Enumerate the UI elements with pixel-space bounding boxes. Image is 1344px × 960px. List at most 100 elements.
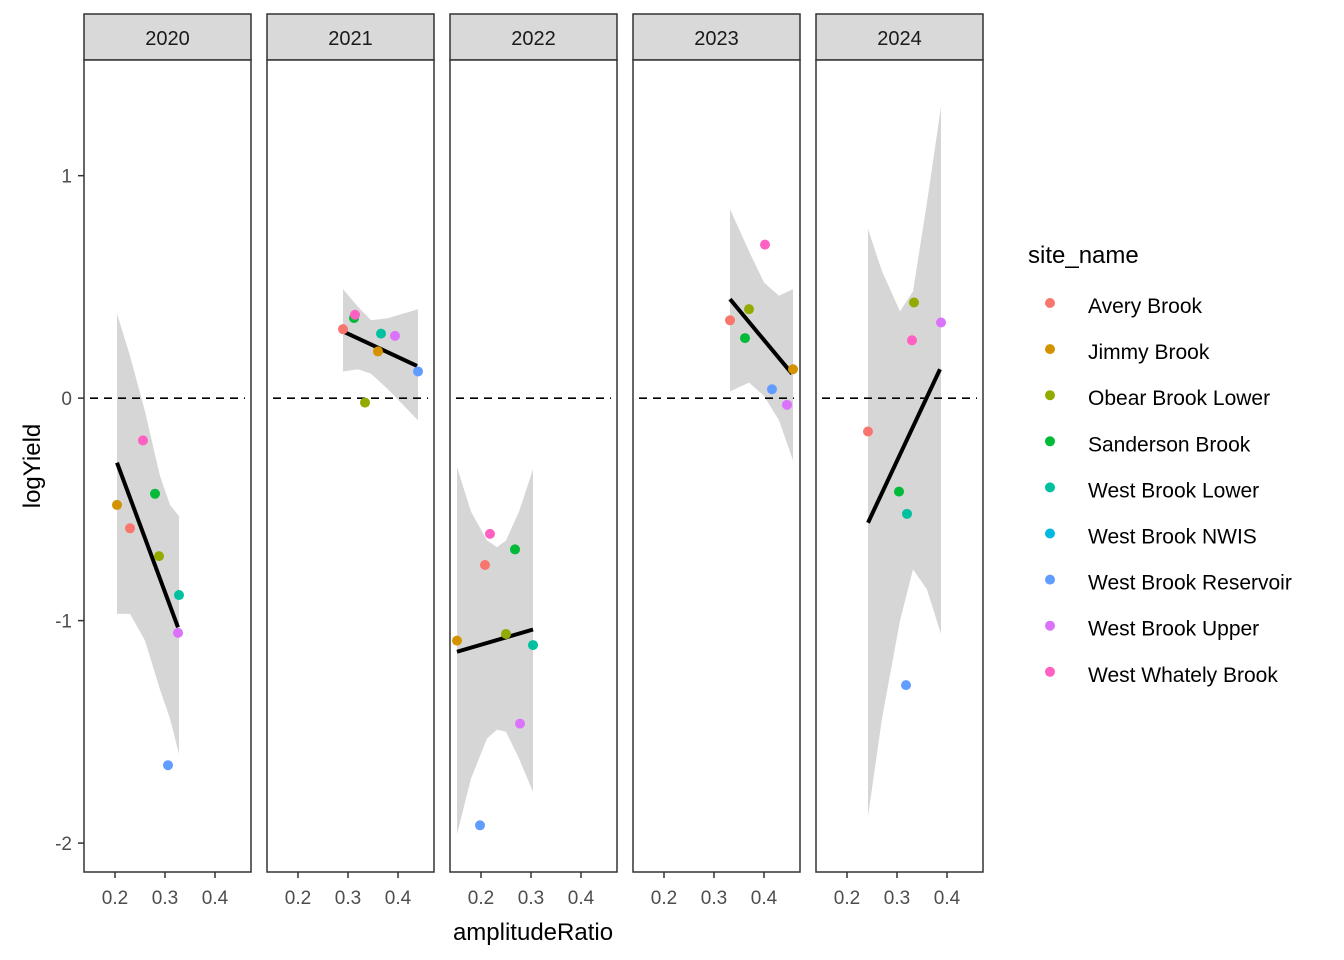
legend-item: West Brook Upper <box>1045 618 1259 641</box>
data-point <box>760 239 770 250</box>
data-point <box>138 435 148 446</box>
x-tick-label: 0.2 <box>285 888 311 909</box>
data-point <box>150 488 160 499</box>
x-tick-label: 0.2 <box>468 888 494 909</box>
data-point <box>413 366 423 377</box>
legend-title: site_name <box>1028 242 1139 269</box>
legend-item: West Brook Reservoir <box>1045 572 1292 595</box>
data-point <box>740 333 750 344</box>
legend-key-dot <box>1045 666 1055 677</box>
legend-label: West Brook NWIS <box>1088 526 1257 549</box>
data-point <box>480 559 490 570</box>
x-tick-label: 0.2 <box>102 888 128 909</box>
data-point <box>452 635 462 646</box>
y-tick-label: 0 <box>61 389 72 410</box>
legend-item: Jimmy Brook <box>1045 341 1210 364</box>
panel-background <box>267 60 434 872</box>
legend-key-dot <box>1045 344 1055 355</box>
data-point <box>725 315 735 326</box>
x-tick-label: 0.3 <box>335 888 361 909</box>
legend-label: Avery Brook <box>1088 295 1202 318</box>
data-point <box>338 324 348 335</box>
data-point <box>125 523 135 534</box>
data-point <box>767 384 777 395</box>
panel-background <box>633 60 800 872</box>
facet-panel-2023: 2023 0.2 0.3 0.4 <box>632 13 801 909</box>
x-tick-label: 0.4 <box>934 888 961 909</box>
data-point <box>390 330 400 341</box>
data-point <box>936 317 946 328</box>
y-tick-label: -2 <box>55 834 72 855</box>
legend-item: West Whately Brook <box>1045 664 1278 687</box>
regression-line <box>728 297 794 375</box>
panel-border <box>815 59 984 873</box>
data-point <box>475 820 485 831</box>
data-point <box>744 304 754 315</box>
data-point <box>373 346 383 357</box>
x-tick-label: 0.4 <box>568 888 595 909</box>
facet-strip <box>83 13 252 61</box>
regression-line <box>115 461 180 628</box>
legend-label: Obear Brook Lower <box>1088 387 1270 410</box>
panel-background <box>84 60 251 872</box>
data-point <box>112 499 122 510</box>
legend-key-dot <box>1045 528 1055 539</box>
regression-line <box>866 368 942 524</box>
x-axis-title: amplitudeRatio <box>453 919 613 946</box>
confidence-band <box>868 106 941 817</box>
panel-border <box>266 59 435 873</box>
data-point <box>376 328 386 339</box>
data-point <box>894 486 904 497</box>
data-point <box>902 508 912 519</box>
legend-label: Jimmy Brook <box>1088 341 1210 364</box>
legend-item: West Brook NWIS <box>1045 526 1257 549</box>
x-tick-label: 0.4 <box>385 888 412 909</box>
panel-border <box>632 59 801 873</box>
data-point <box>515 718 525 729</box>
facet-panel-2022: 2022 0.2 0.3 0.4 <box>449 13 618 909</box>
panel-border <box>449 59 618 873</box>
data-point <box>901 680 911 691</box>
data-point <box>510 544 520 555</box>
x-tick-label: 0.3 <box>518 888 544 909</box>
legend-key-dot <box>1045 436 1055 447</box>
facet-strip-label: 2023 <box>694 28 739 50</box>
legend: site_name Avery Brook Jimmy Brook Obear Bro… <box>1028 242 1292 687</box>
x-tick-label: 0.3 <box>884 888 910 909</box>
legend-label: Sanderson Brook <box>1088 433 1251 456</box>
facet-strip-label: 2024 <box>877 28 922 50</box>
facet-strip <box>266 13 435 61</box>
facet-strip-label: 2020 <box>145 28 190 50</box>
legend-key-dot <box>1045 298 1055 308</box>
legend-key-dot <box>1045 574 1055 585</box>
y-axis: 1 0 -1 -2 <box>55 167 84 855</box>
data-point <box>501 628 511 639</box>
facet-strip <box>632 13 801 61</box>
x-tick-label: 0.2 <box>834 888 860 909</box>
data-point <box>528 640 538 651</box>
data-point <box>788 364 798 375</box>
legend-label: West Whately Brook <box>1088 664 1278 687</box>
y-tick-label: -1 <box>55 612 72 633</box>
data-point <box>163 760 173 771</box>
legend-item: Sanderson Brook <box>1045 433 1251 456</box>
legend-label: West Brook Upper <box>1088 618 1259 641</box>
legend-item: West Brook Lower <box>1045 479 1259 502</box>
data-point <box>360 397 370 408</box>
legend-item: Avery Brook <box>1045 295 1202 318</box>
x-tick-label: 0.3 <box>152 888 178 909</box>
y-axis-title: logYield <box>19 424 46 509</box>
data-point <box>350 309 360 320</box>
facet-strip <box>449 13 618 61</box>
data-point <box>154 551 164 562</box>
data-point <box>909 297 919 308</box>
confidence-band <box>457 467 533 835</box>
y-tick-label: 1 <box>61 167 72 188</box>
panel-border <box>83 59 252 873</box>
facet-strip-label: 2022 <box>511 28 556 50</box>
legend-item: Obear Brook Lower <box>1045 387 1270 410</box>
regression-line <box>456 627 534 654</box>
facet-strip <box>815 13 984 61</box>
legend-key-dot <box>1045 390 1055 401</box>
